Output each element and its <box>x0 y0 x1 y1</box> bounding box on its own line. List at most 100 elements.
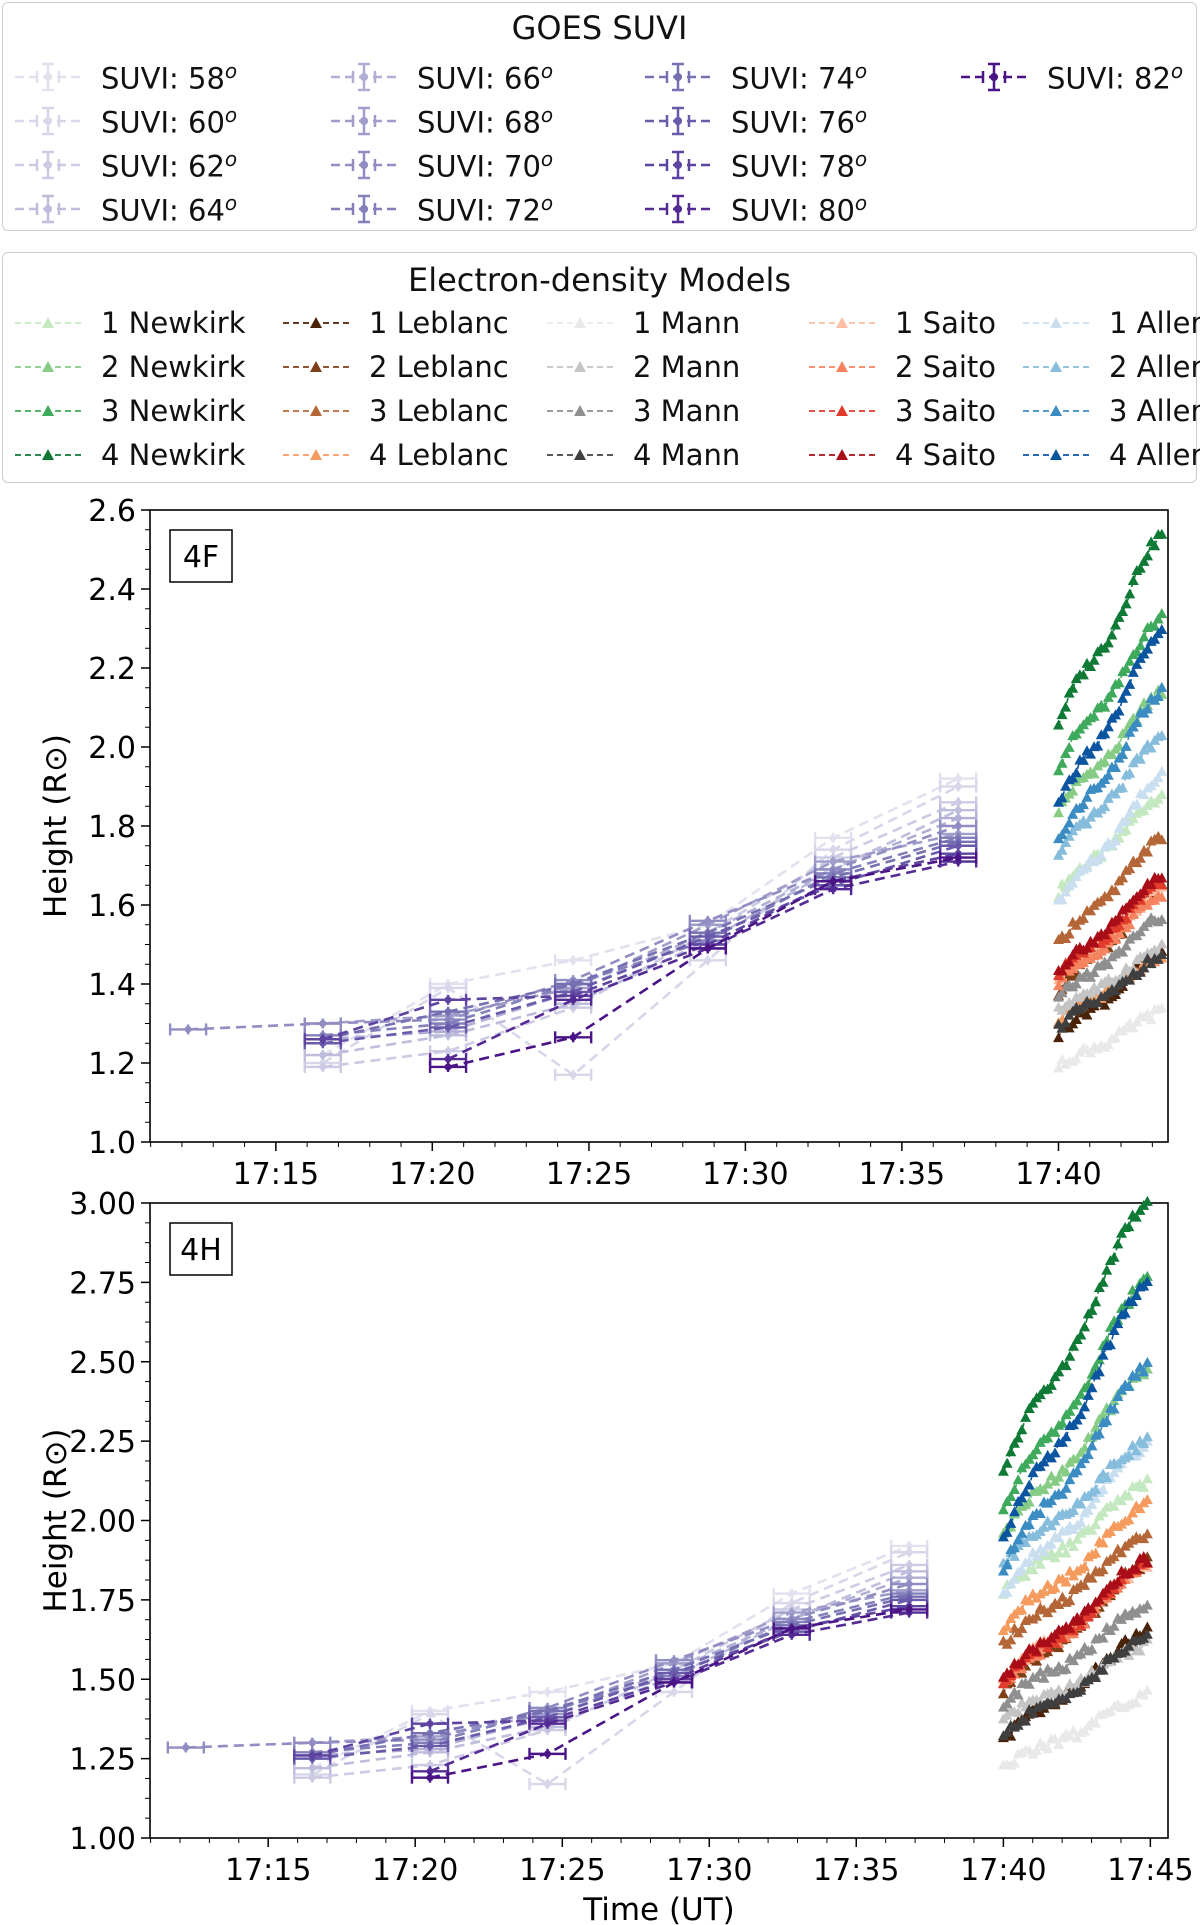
legend-entry: 4 Leblanc <box>281 435 509 475</box>
model-marker <box>1081 942 1093 953</box>
suvi-point <box>428 1021 468 1034</box>
model-marker <box>1038 1484 1050 1495</box>
model-marker <box>1113 822 1125 833</box>
model-marker <box>1097 1632 1109 1643</box>
model-marker <box>1060 1576 1072 1587</box>
model-marker <box>1020 1411 1032 1422</box>
model-marker <box>1156 891 1168 902</box>
model-marker <box>1124 678 1136 689</box>
suvi-point <box>303 1033 342 1046</box>
model-marker <box>1106 629 1118 640</box>
suvi-point <box>688 954 728 967</box>
model-marker <box>1086 1572 1098 1583</box>
model-series-3-allen <box>1052 681 1168 844</box>
model-marker <box>1001 1621 1013 1632</box>
y-tick-label: 1.6 <box>88 889 136 924</box>
y-tick-label: 2.50 <box>69 1346 136 1381</box>
model-marker <box>1120 814 1132 825</box>
model-marker <box>1038 1546 1050 1557</box>
model-marker <box>1079 1579 1091 1590</box>
legend-entry: 1 Saito <box>807 303 996 343</box>
model-marker <box>1156 948 1168 959</box>
model-marker <box>1119 1307 1131 1318</box>
suvi-point <box>428 1045 468 1058</box>
model-marker <box>1052 849 1064 860</box>
legend-triangle-marker <box>283 361 349 372</box>
model-marker <box>1117 946 1129 957</box>
model-marker <box>1031 1444 1043 1455</box>
suvi-point <box>939 780 978 793</box>
model-marker <box>1060 748 1072 759</box>
model-marker <box>1068 1504 1080 1515</box>
legend-label-superscript: o <box>854 190 868 215</box>
suvi-series-60 <box>303 780 978 1081</box>
model-marker <box>1068 1340 1080 1351</box>
model-marker <box>1086 1643 1098 1654</box>
model-marker <box>1102 721 1114 732</box>
model-marker <box>1138 1551 1150 1562</box>
model-marker <box>1053 1739 1065 1750</box>
model-marker <box>1156 608 1168 619</box>
legend-errorbar-marker <box>645 106 711 136</box>
model-marker <box>1088 967 1100 978</box>
x-tick-label: 17:20 <box>389 1157 475 1192</box>
model-marker <box>1053 1366 1065 1377</box>
model-marker <box>1130 1697 1142 1708</box>
model-marker <box>1077 799 1089 810</box>
x-tick-label: 17:30 <box>666 1853 752 1888</box>
suvi-series-68 <box>293 1584 929 1749</box>
model-marker <box>1063 956 1075 967</box>
suvi-point <box>889 1546 929 1559</box>
suvi-point <box>813 883 853 896</box>
panel-label-box <box>169 1222 233 1276</box>
suvi-line <box>312 1592 910 1754</box>
model-marker <box>1102 891 1114 902</box>
model-marker <box>1116 1495 1128 1506</box>
model-marker <box>1067 949 1079 960</box>
model-marker <box>1027 1707 1039 1718</box>
model-marker <box>1085 661 1097 672</box>
model-marker <box>1149 633 1161 644</box>
model-series-4-saito <box>1052 871 1168 976</box>
model-series-2-saito <box>1052 890 1168 991</box>
model-marker <box>1156 879 1168 890</box>
legend-entry: 3 Newkirk <box>13 391 246 431</box>
model-marker <box>1012 1719 1024 1730</box>
model-marker <box>1124 726 1136 737</box>
suvi-point <box>813 875 853 888</box>
model-marker <box>1101 1415 1113 1426</box>
model-marker <box>1116 1613 1128 1624</box>
model-marker <box>997 1504 1009 1515</box>
model-marker <box>1038 1672 1050 1683</box>
legend-label: SUVI: 74o <box>731 58 868 96</box>
model-marker <box>997 1688 1009 1699</box>
suvi-point <box>528 1685 567 1698</box>
legend-label: SUVI: 78o <box>731 146 868 184</box>
x-tick-label: 17:15 <box>233 1157 319 1192</box>
model-marker <box>1130 1211 1142 1222</box>
legend-entry: SUVI: 72o <box>329 189 553 229</box>
model-marker <box>1145 1014 1157 1025</box>
model-marker <box>1120 740 1132 751</box>
model-marker <box>1086 1603 1098 1614</box>
model-marker <box>1020 1536 1032 1547</box>
model-marker <box>1131 798 1143 809</box>
model-marker <box>1123 1449 1135 1460</box>
model-marker <box>1127 1296 1139 1307</box>
model-marker <box>1141 1684 1153 1695</box>
legend-label: SUVI: 72o <box>417 190 554 228</box>
model-marker <box>1113 740 1125 751</box>
legend-label: 3 Mann <box>633 394 741 428</box>
model-marker <box>1060 886 1072 897</box>
model-marker <box>1056 829 1068 840</box>
model-marker <box>1145 742 1157 753</box>
model-marker <box>1082 1505 1094 1516</box>
suvi-series-82 <box>410 1603 929 1784</box>
suvi-point <box>553 1031 593 1044</box>
legend-errorbar-marker <box>331 106 397 136</box>
suvi-point <box>428 981 468 994</box>
plot-frame <box>149 509 1169 1143</box>
model-marker <box>1097 1564 1109 1575</box>
model-marker <box>1023 1402 1035 1413</box>
model-series-4-saito <box>997 1551 1153 1682</box>
